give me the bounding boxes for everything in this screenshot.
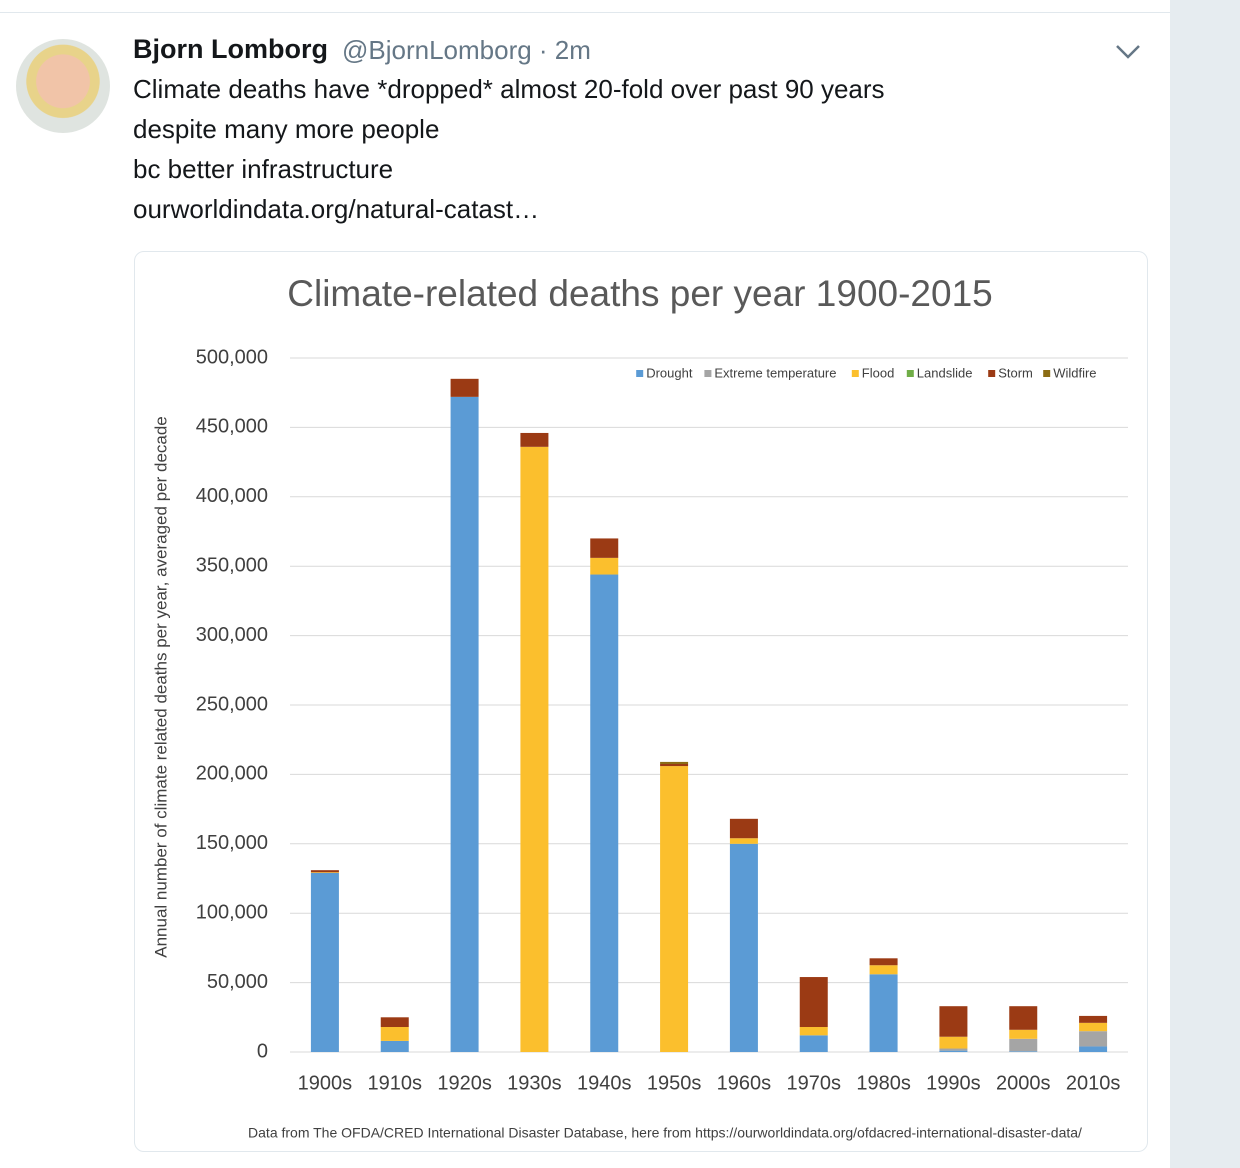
bar-segment (869, 974, 898, 1052)
bar-segment (590, 557, 619, 575)
y-tick-label: 400,000 (196, 485, 268, 507)
media-card[interactable] (134, 251, 1148, 1152)
bar-segment (1079, 1015, 1108, 1023)
legend-label: Landslide (917, 365, 973, 380)
sidebar (1170, 0, 1240, 1168)
bar-segment (660, 766, 689, 1052)
author-meta[interactable]: @BjornLomborg · 2m (342, 35, 591, 65)
bar-segment (1079, 1022, 1108, 1032)
x-tick-label: 1980s (856, 1072, 911, 1094)
legend-label: Wildfire (1053, 365, 1096, 380)
divider (0, 12, 1170, 13)
bar-segment (939, 1048, 968, 1051)
legend-label: Extreme temperature (714, 365, 836, 380)
x-tick-label: 2000s (996, 1072, 1051, 1094)
legend-label: Storm (998, 365, 1033, 380)
author-name[interactable]: Bjorn Lomborg (133, 34, 328, 64)
bar-segment (729, 843, 758, 1052)
legend-label: Drought (646, 365, 693, 380)
x-tick-label: 1960s (717, 1072, 772, 1094)
legend-swatch (906, 370, 914, 377)
y-tick-label: 500,000 (196, 346, 268, 368)
bar-segment (799, 1027, 828, 1036)
bar-segment (729, 838, 758, 844)
bar-segment (590, 574, 619, 1052)
y-tick-label: 0 (257, 1040, 268, 1062)
legend-label: Flood (862, 365, 895, 380)
bar-segment (660, 763, 689, 767)
bar-segment (660, 761, 689, 764)
x-tick-label: 1970s (787, 1072, 842, 1094)
bar-segment (450, 396, 479, 1052)
bar-segment (380, 1017, 409, 1028)
chart-title: Climate-related deaths per year 1900-201… (287, 273, 992, 314)
x-tick-label: 1990s (926, 1072, 981, 1094)
tweet-text: bc better infrastructure (133, 154, 394, 184)
y-tick-label: 450,000 (196, 416, 268, 438)
bar-segment (1079, 1046, 1108, 1052)
avatar[interactable] (16, 39, 110, 133)
bar-segment (310, 870, 339, 873)
x-tick-label: 2010s (1066, 1072, 1121, 1094)
legend-swatch (988, 370, 996, 377)
x-tick-label: 1910s (368, 1072, 423, 1094)
tweet-text: despite many more people (133, 114, 440, 144)
bar-segment (380, 1040, 409, 1052)
legend-swatch (1043, 370, 1051, 377)
bar-segment (1009, 1051, 1038, 1052)
y-tick-label: 350,000 (196, 554, 268, 576)
bar-segment (1009, 1006, 1038, 1030)
bar-segment (1009, 1029, 1038, 1039)
x-tick-label: 1930s (507, 1072, 562, 1094)
bar-segment (799, 977, 828, 1028)
legend-swatch (636, 370, 644, 377)
source-note: Data from The OFDA/CRED International Di… (248, 1125, 1082, 1141)
bar-segment (1009, 1038, 1038, 1052)
y-tick-label: 50,000 (207, 971, 268, 993)
bar-segment (869, 958, 898, 966)
bar-segment (799, 1035, 828, 1052)
x-tick-label: 1920s (437, 1072, 492, 1094)
tweet-text: Climate deaths have *dropped* almost 20-… (133, 74, 885, 104)
bar-segment (310, 872, 339, 1052)
y-axis-label: Annual number of climate related deaths … (151, 416, 170, 958)
menu-chevron[interactable] (1114, 40, 1142, 64)
y-tick-label: 250,000 (196, 693, 268, 715)
tweet-link[interactable]: ourworldindata.org/natural-catast… (133, 194, 540, 224)
bar-segment (380, 1027, 409, 1041)
y-tick-label: 100,000 (196, 901, 268, 923)
bar-segment (1079, 1031, 1108, 1047)
bar-segment (939, 1050, 968, 1052)
bar-segment (869, 965, 898, 975)
bar-segment (939, 1006, 968, 1037)
bar-segment (520, 446, 549, 1052)
bar-segment (310, 872, 339, 873)
y-tick-label: 150,000 (196, 832, 268, 854)
bar-segment (520, 432, 549, 447)
bar-segment (450, 378, 479, 397)
x-tick-label: 1940s (577, 1072, 632, 1094)
x-tick-label: 1900s (298, 1072, 353, 1094)
bar-segment (590, 538, 619, 558)
x-tick-label: 1950s (647, 1072, 702, 1094)
bar-segment (729, 818, 758, 839)
legend-swatch (704, 370, 712, 377)
y-tick-label: 200,000 (196, 763, 268, 785)
bar-segment (939, 1036, 968, 1049)
y-tick-label: 300,000 (196, 624, 268, 646)
legend-swatch (851, 370, 859, 377)
